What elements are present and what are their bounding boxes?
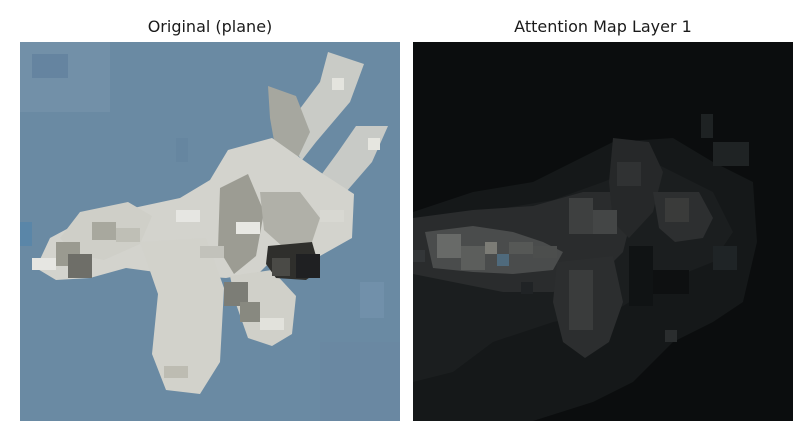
attention-title: Attention Map Layer 1 [514, 17, 692, 36]
original-title: Original (plane) [147, 17, 273, 36]
attention-map-image [413, 42, 793, 421]
original-image [20, 42, 400, 421]
